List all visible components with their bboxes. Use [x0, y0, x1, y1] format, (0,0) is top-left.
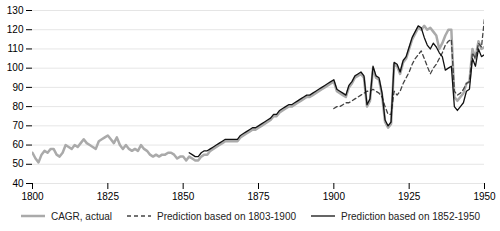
- svg-text:1925: 1925: [398, 191, 421, 202]
- html-text:Prediction based on 1803-1900: Prediction based on 1803-1900: [157, 210, 297, 222]
- html-text:CAGR, actual: CAGR, actual: [50, 210, 113, 222]
- svg-text:120: 120: [7, 24, 24, 35]
- svg-text:1900: 1900: [323, 191, 346, 202]
- svg-text:1825: 1825: [97, 191, 120, 202]
- svg-text:50: 50: [12, 158, 24, 169]
- svg-text:110: 110: [8, 43, 24, 54]
- svg-text:80: 80: [12, 101, 24, 112]
- html-text:Prediction based on 1852-1950: Prediction based on 1852-1950: [341, 210, 481, 222]
- svg-text:40: 40: [12, 178, 24, 189]
- svg-text:1800: 1800: [21, 191, 44, 202]
- svg-text:130: 130: [7, 5, 24, 16]
- svg-text:70: 70: [12, 120, 24, 131]
- svg-text:1850: 1850: [172, 191, 195, 202]
- svg-text:90: 90: [12, 82, 24, 93]
- svg-text:1950: 1950: [473, 191, 496, 202]
- svg-text:100: 100: [7, 62, 24, 73]
- svg-text:60: 60: [12, 139, 24, 150]
- svg-text:1875: 1875: [247, 191, 270, 202]
